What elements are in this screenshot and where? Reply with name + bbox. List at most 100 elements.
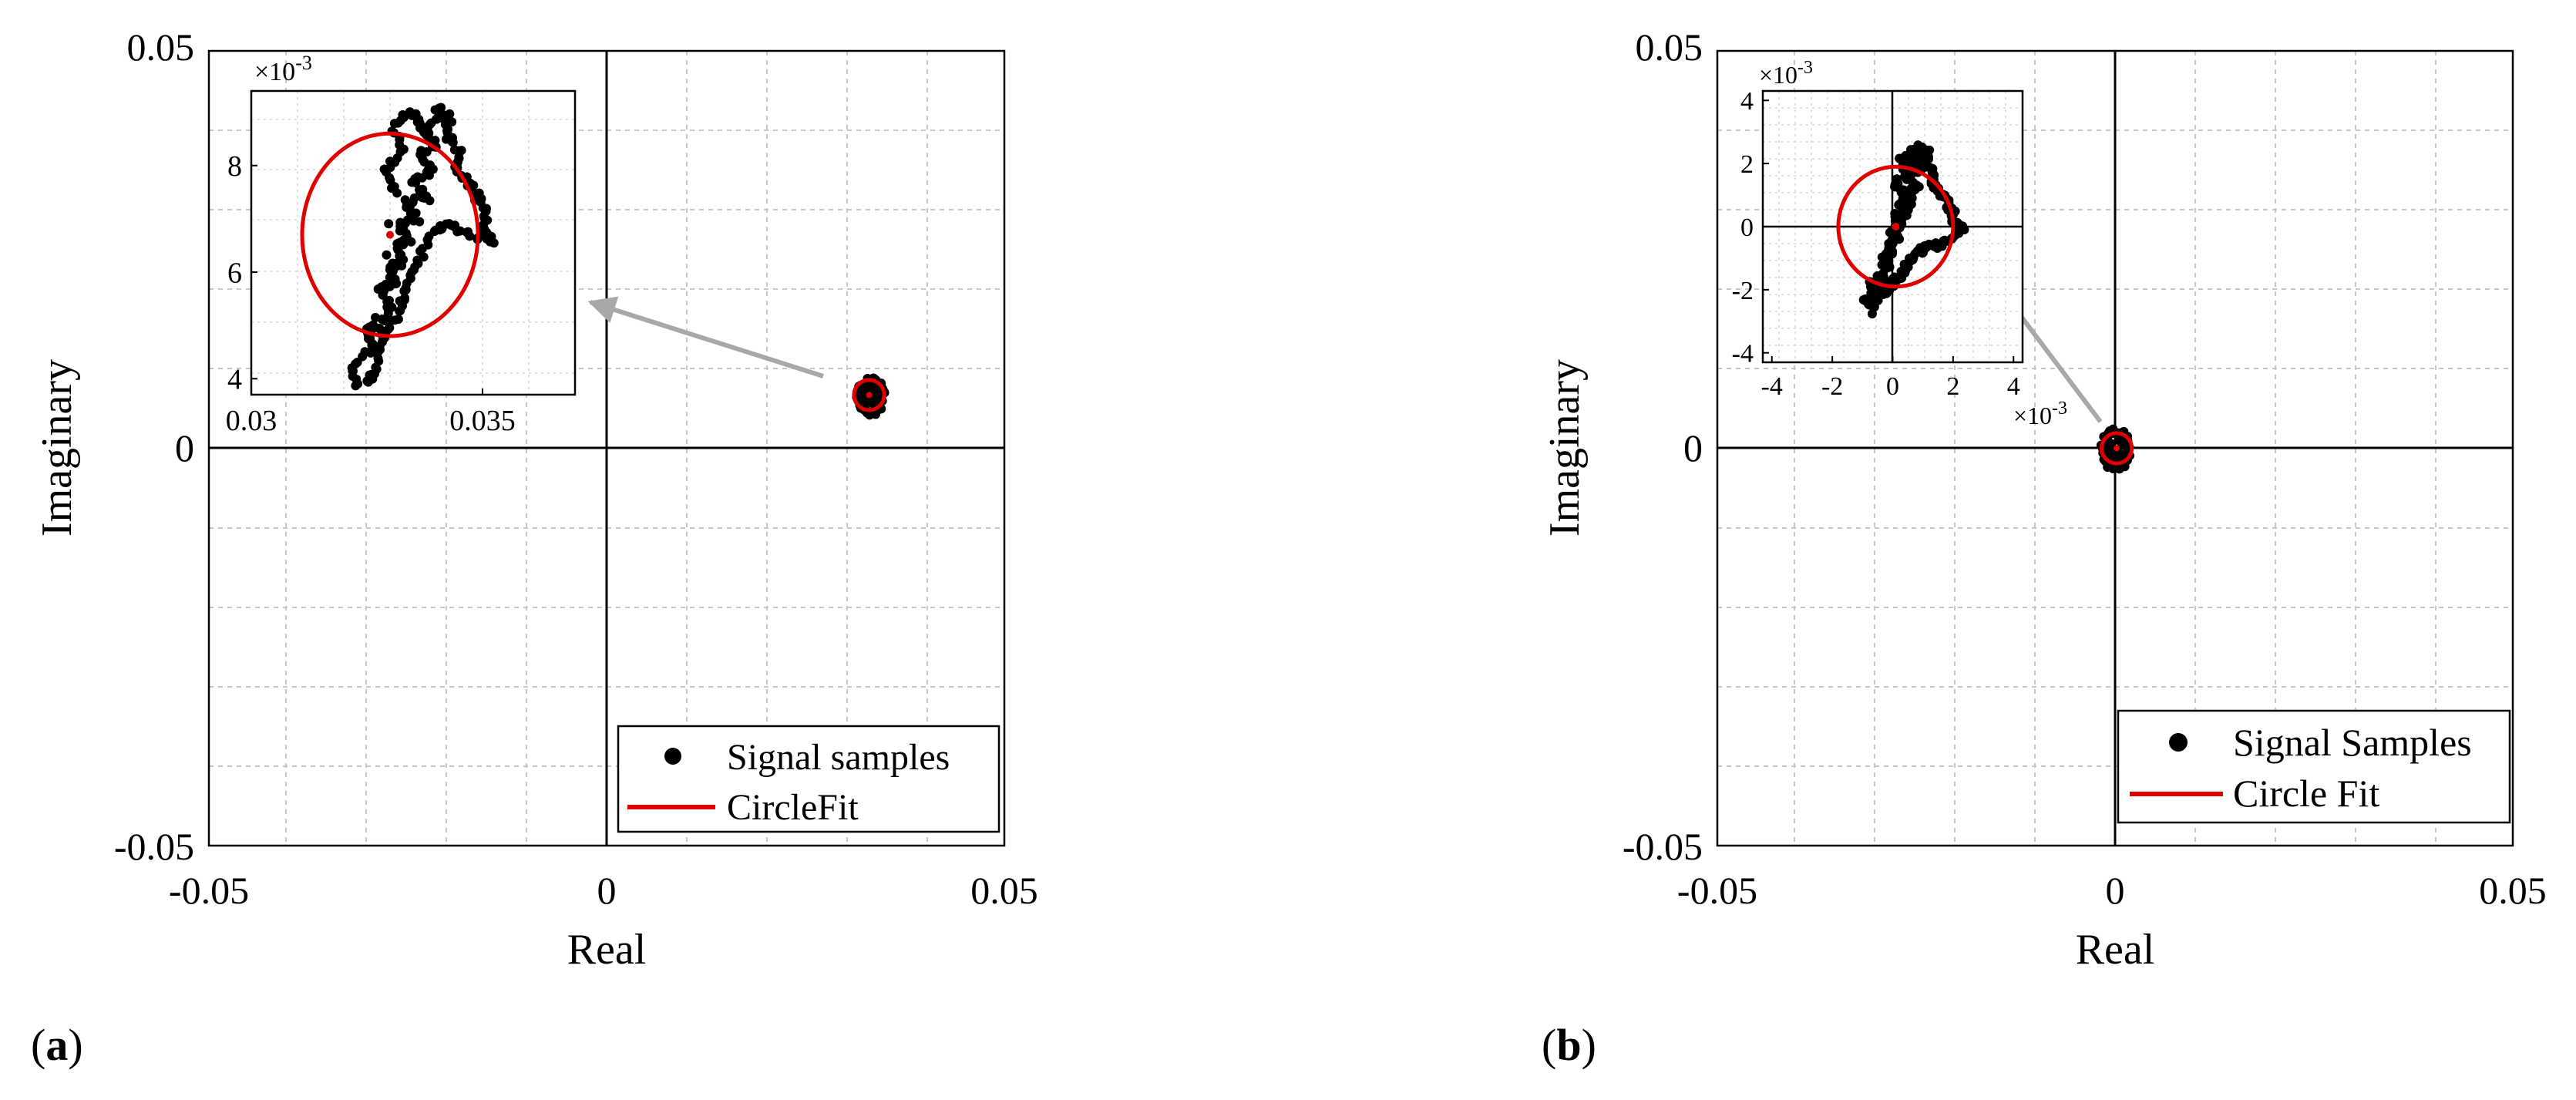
panel-b-inset-data	[1836, 140, 1969, 319]
panel-a-letter: a	[45, 1020, 68, 1070]
panel-a-inset-sample-point	[362, 376, 372, 386]
panel-b-xlabel: Real	[2076, 926, 2155, 974]
panel-a-inset-sample-point	[378, 286, 388, 296]
panel-a-inset-sample-point	[365, 348, 375, 358]
panel-a-inset-ytick-label: 6	[227, 257, 242, 289]
panel-a-inset-sample-point	[382, 250, 392, 260]
panel-a-inset-exponent-base: ×10	[254, 58, 295, 86]
panel-b-inset-circle-center	[1892, 223, 1900, 230]
panel-b-sample-point	[2115, 463, 2125, 473]
panel-b-inset-sample-point	[1865, 282, 1875, 292]
panel-a-sample-point	[874, 392, 884, 402]
panel-b-xtick-right: 0.05	[2479, 869, 2547, 912]
panel-b-inset-sample-point	[1879, 257, 1889, 267]
panel-a-circle-center	[866, 392, 873, 399]
panel-a-main-data	[852, 373, 889, 420]
panel-a-inset-sample-point	[373, 347, 383, 357]
panel-b-inset-sample-point	[1909, 185, 1919, 195]
panel-b-legend-label-samples: Signal Samples	[2233, 721, 2472, 764]
panel-b-inset-sample-point	[1890, 208, 1900, 218]
panel-a-inset-sample-point	[400, 195, 410, 205]
panel-a-inset-xtick-label: 0.03	[226, 405, 277, 437]
panel-a-xtick-left: -0.05	[169, 869, 249, 912]
panel-b: 0.05 0 -0.05 -0.05 0 0.05 Real Imaginary…	[1541, 25, 2547, 1070]
panel-b-ytick-mid: 0	[1683, 426, 1703, 469]
panel-b-inset-sample-point	[1868, 297, 1878, 307]
panel-a-ytick-bottom: -0.05	[114, 825, 194, 868]
panel-b-inset-ytick-label: -4	[1732, 340, 1754, 368]
panel-b-legend-box	[2117, 709, 2511, 824]
panel-a-inset-sample-point	[399, 113, 409, 123]
panel-a-inset-sample-point	[348, 366, 358, 376]
panel-b-inset-xtick-label: 0	[1886, 372, 1899, 401]
panel-a-inset-ytick-label: 4	[227, 364, 242, 396]
panel-a-label: (a)	[31, 1020, 83, 1070]
panel-b-inset-xtick-label: -4	[1761, 372, 1783, 401]
panel-b-main-data	[2096, 424, 2135, 474]
panel-b-inset-ytick-label: 0	[1740, 214, 1754, 242]
panel-a-inset-sample-point	[384, 295, 394, 305]
panel-a-inset-data	[300, 103, 499, 391]
panel-a-legend-marker-icon	[664, 748, 681, 765]
panel-b-inset-xtick-label: 4	[2007, 372, 2020, 401]
panel-b-inset-ytick-label: 2	[1740, 150, 1754, 179]
panel-a-inset-exponent: ×10-3	[254, 52, 312, 86]
panel-a-inset-exponent-power: -3	[295, 52, 312, 74]
panel-b-circle-center	[2114, 445, 2120, 452]
panel-b-inset-sample-point	[1890, 234, 1900, 244]
panel-a-inset-ticks: 0.03 0.035 4 6 8	[226, 150, 516, 437]
panel-b-inset-xtick-label: 2	[1946, 372, 1959, 401]
panel-a-ytick-mid: 0	[175, 426, 194, 469]
panel-b-axes-frame	[1716, 49, 2514, 847]
panel-b-inset-exponent-base: ×10	[1759, 61, 1797, 89]
panel-b-inset-x-exponent-base: ×10	[2013, 402, 2052, 429]
panel-b-xtick-mid: 0	[2106, 869, 2125, 912]
panel-a: 0.05 0 -0.05 -0.05 0 0.05 Real Imaginary…	[31, 25, 1038, 1070]
panel-b-ytick-bottom: -0.05	[1623, 825, 1703, 868]
panel-a-inset-ytick-label: 8	[227, 150, 242, 183]
panel-b-sample-point	[2111, 448, 2121, 458]
panel-a-inset-sample-point	[371, 312, 381, 322]
panel-b-inset-sample-point	[1897, 214, 1907, 224]
panel-a-circle-fit	[852, 378, 886, 412]
panel-a-ylabel: Imaginary	[33, 359, 81, 537]
panel-a-xtick-mid: 0	[597, 869, 617, 912]
panel-a-legend-box	[617, 725, 1000, 833]
panel-a-inset-sample-point	[408, 197, 418, 207]
panel-a-sample-point	[863, 396, 873, 406]
panel-a-inset-circle-center	[386, 230, 394, 239]
panel-a-inset: 0.03 0.035 4 6 8 ×10-3	[226, 52, 577, 437]
panel-b-inset-ticks: -4 -2 0 2 4 -4 -2 0 2 4	[1732, 87, 2020, 401]
panel-a-inset-sample-point	[401, 284, 411, 294]
panel-b-label: (b)	[1542, 1020, 1596, 1070]
panel-b-legend: Signal Samples Circle Fit	[2117, 709, 2511, 824]
panel-b-ytick-top: 0.05	[1636, 25, 1703, 69]
panel-a-ytick-top: 0.05	[127, 25, 195, 69]
panel-b-xtick-left: -0.05	[1677, 869, 1757, 912]
panel-a-legend: Signal samples CircleFit	[617, 725, 1000, 833]
panel-a-inset-sample-point	[447, 136, 457, 146]
panel-a-inset-frame	[250, 89, 577, 396]
panel-b-legend-marker-icon	[2169, 733, 2188, 752]
panel-a-zoom-arrow	[587, 296, 824, 378]
panel-a-xtick-right: 0.05	[970, 869, 1038, 912]
panel-a-legend-label-fit: CircleFit	[727, 787, 859, 828]
panel-a-xlabel: Real	[567, 926, 647, 974]
panel-a-inset-sample-point	[395, 305, 405, 315]
panel-a-inset-sample-point	[415, 185, 425, 195]
panel-a-inset-sample-point	[375, 323, 385, 333]
panel-b-inset-sample-point	[1886, 242, 1896, 252]
panel-b-inset-x-exponent-power: -3	[2052, 399, 2067, 419]
panel-b-inset-ytick-label: 4	[1740, 87, 1754, 116]
panel-b-inset-sample-point	[1919, 162, 1929, 172]
panel-b-inset-sample-point	[1892, 174, 1902, 184]
panel-b-inset-exponent: ×10-3	[1759, 58, 1813, 89]
panel-a-inset-sample-point	[415, 217, 425, 227]
panel-a-inset-circle-fit	[300, 131, 480, 338]
panel-b-ylabel: Imaginary	[1541, 359, 1589, 537]
panel-b-letter: b	[1556, 1020, 1581, 1070]
panel-a-legend-label-samples: Signal samples	[727, 737, 950, 778]
panel-b-inset-ytick-label: -2	[1732, 277, 1754, 305]
